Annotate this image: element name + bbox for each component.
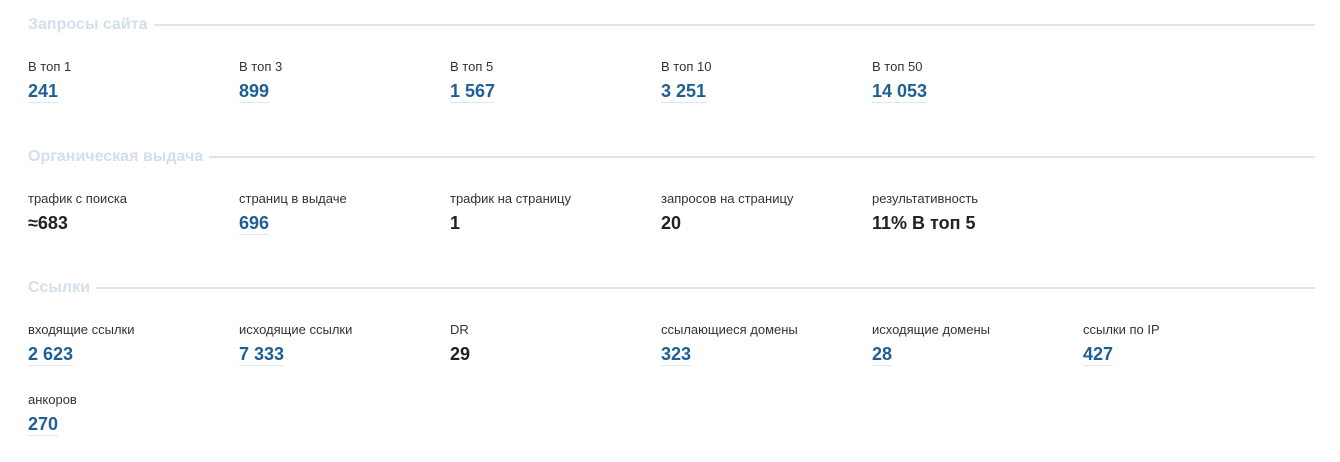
metric-value-row: 20 [661,207,872,234]
divider [95,287,1315,289]
metric-value-row: 2 623 [28,338,239,366]
metric-value-row: 427 [1083,338,1294,366]
section-header: Органическая выдача [28,145,1315,169]
metric-label: В топ 1 [28,59,72,74]
metric-label: страниц в выдаче [239,191,347,206]
metric-value: 11% В топ 5 [872,213,976,233]
metric-value-row: 11% В топ 5 [872,207,1083,234]
metric-label: DR [450,322,469,337]
metric-value-row: 899 [239,75,450,103]
divider [209,156,1315,158]
metric-label: результативность [872,191,979,206]
metric-value-row: 241 [28,75,239,103]
divider [153,24,1315,26]
metric: В топ 1 241 [28,59,239,129]
metric: трафик на страницу 1 [450,191,661,261]
metric-label: входящие ссылки [28,322,135,337]
metric-value-row: 1 [450,207,661,234]
section-header: Ссылки [28,276,1315,300]
metric-label: В топ 3 [239,59,283,74]
metric: трафик с поиска ≈683 [28,191,239,261]
metric-value-row: 323 [661,338,872,366]
metric-label: ссылки по IP [1083,322,1160,337]
metric-value-row: ≈683 [28,207,239,234]
metric-label: трафик с поиска [28,191,128,206]
metric-label: В топ 10 [661,59,712,74]
metric: входящие ссылки 2 623 [28,322,239,392]
metric-value[interactable]: 1 567 [450,81,496,103]
metric-label: запросов на страницу [661,191,794,206]
metric: В топ 10 3 251 [661,59,872,129]
section-title: Запросы сайта [28,16,148,33]
metric-value[interactable]: 14 053 [872,81,928,103]
metric-value[interactable]: 3 251 [661,81,707,103]
metric: страниц в выдаче 696 [239,191,450,261]
metric-label: В топ 5 [450,59,494,74]
metric-value: 29 [450,344,471,364]
metric-value[interactable]: 7 333 [239,344,285,366]
metric-label: исходящие домены [872,322,990,337]
metric-value-row: 3 251 [661,75,872,103]
metrics-grid: входящие ссылки 2 623 исходящие ссылки 7 33… [28,322,1294,462]
metric-value-row: 14 053 [872,75,1083,103]
metric: исходящие домены 28 [872,322,1083,392]
metric: ссылки по IP 427 [1083,322,1294,392]
metric-value-row: 696 [239,207,450,235]
metric-value-row: 270 [28,408,239,436]
metric-value[interactable]: 2 623 [28,344,74,366]
metric: DR 29 [450,322,661,392]
metric-value[interactable]: 899 [239,81,270,103]
metric-value[interactable]: 270 [28,414,59,436]
metric: анкоров 270 [28,392,239,462]
metric-value[interactable]: 696 [239,213,270,235]
metric: В топ 50 14 053 [872,59,1083,129]
metrics-grid: трафик с поиска ≈683 страниц в выдаче 696 тр… [28,191,1294,261]
metric-value-row: 7 333 [239,338,450,366]
metrics-grid: В топ 1 241 В топ 3 899 В топ 5 1 567 В топ 10… [28,59,1294,129]
metric-value: ≈683 [28,213,68,233]
metric-value[interactable]: 427 [1083,344,1114,366]
section-header: Запросы сайта [28,13,1315,37]
metric: результативность 11% В топ 5 [872,191,1083,261]
metric-value-row: 28 [872,338,1083,366]
metric: исходящие ссылки 7 333 [239,322,450,392]
metric-label: анкоров [28,392,77,407]
metric-label: трафик на страницу [450,191,571,206]
metric-label: исходящие ссылки [239,322,353,337]
metric-value[interactable]: 241 [28,81,59,103]
metric-value: 20 [661,213,682,233]
metric: В топ 3 899 [239,59,450,129]
metric-value-row: 1 567 [450,75,661,103]
metric-value[interactable]: 323 [661,344,692,366]
metric: запросов на страницу 20 [661,191,872,261]
metric: ссылающиеся домены 323 [661,322,872,392]
metric: В топ 5 1 567 [450,59,661,129]
section-title: Ссылки [28,279,90,296]
metric-value: 1 [450,213,461,233]
metric-value[interactable]: 28 [872,344,893,366]
section-title: Органическая выдача [28,148,204,165]
metric-value-row: 29 [450,338,661,365]
metric-label: В топ 50 [872,59,923,74]
metric-label: ссылающиеся домены [661,322,798,337]
